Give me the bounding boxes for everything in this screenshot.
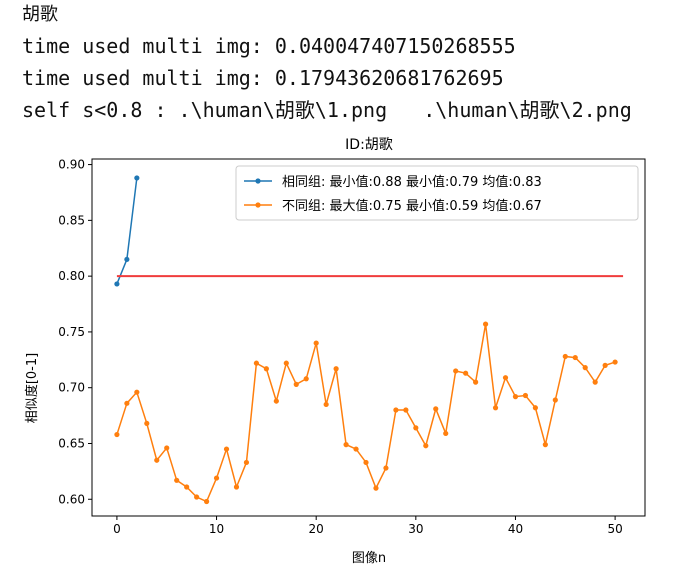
data-point [293, 381, 299, 387]
data-point [363, 459, 369, 466]
chart-title: ID:胡歌 [345, 137, 393, 153]
x-tick-label: 30 [408, 522, 423, 536]
data-point [134, 175, 140, 181]
data-point [203, 498, 210, 505]
y-tick-label: 0.65 [58, 436, 85, 450]
y-tick-label: 0.60 [58, 492, 85, 506]
data-point [542, 442, 548, 448]
data-point [333, 366, 339, 372]
data-point [114, 281, 120, 287]
console-line: self s<0.8 : .\human\胡歌\1.png .\human\胡歌… [22, 98, 632, 122]
data-point [562, 353, 568, 360]
data-point [223, 446, 230, 452]
data-point [373, 485, 379, 491]
similarity-chart: ID:胡歌 0 10 20 30 40 50 0.60 0.65 0.70 0.75 0.80 0.8… [24, 137, 646, 566]
data-point [124, 400, 130, 406]
data-point [303, 376, 309, 382]
data-point [283, 360, 289, 366]
x-tick-label: 50 [607, 522, 622, 536]
y-tick-label: 0.90 [58, 158, 85, 172]
y-tick-label: 0.70 [58, 381, 85, 395]
data-point [473, 379, 479, 385]
data-point [433, 406, 439, 412]
data-point [482, 321, 489, 327]
x-tick-label: 10 [209, 522, 224, 536]
data-point [552, 397, 558, 403]
y-tick-label: 0.75 [58, 325, 85, 339]
data-point [343, 442, 349, 448]
data-point [393, 407, 399, 413]
data-point [383, 465, 389, 471]
data-point [164, 445, 170, 451]
data-point [502, 375, 509, 381]
series-line [116, 177, 138, 285]
data-point [313, 340, 319, 346]
y-tick-label: 0.80 [58, 269, 85, 283]
legend-marker [255, 202, 261, 208]
plot-area: 0 10 20 30 40 50 0.60 0.65 0.70 0.75 0.80 0.85 0.90 相… [58, 158, 646, 536]
x-tick-label: 40 [508, 522, 523, 536]
legend-label: 相同组: 最小值:0.88 最小值:0.79 均值:0.83 [282, 174, 542, 190]
data-point [453, 368, 459, 374]
data-point [114, 431, 120, 438]
data-point [184, 484, 190, 490]
y-axis-label: 相似度[0-1] [24, 353, 40, 423]
x-tick-label: 20 [309, 522, 324, 536]
data-point [423, 443, 429, 449]
console-output: 胡歌 time used multi img: 0.04004740715026… [22, 0, 632, 126]
data-point [602, 362, 608, 368]
legend-label: 不同组: 最大值:0.75 最小值:0.59 均值:0.67 [282, 198, 542, 214]
data-point [403, 407, 409, 413]
series-line [116, 323, 616, 503]
data-point [174, 477, 180, 483]
data-point [612, 359, 618, 365]
data-point [144, 420, 150, 427]
data-point [463, 370, 469, 376]
data-point [572, 354, 578, 361]
console-line: 胡歌 [22, 4, 58, 25]
data-point [243, 459, 250, 466]
data-point [413, 425, 419, 431]
legend-marker [255, 178, 261, 184]
data-point [492, 405, 499, 411]
data-point [532, 405, 538, 411]
y-tick-label: 0.85 [58, 213, 85, 227]
data-point [443, 430, 449, 437]
data-point [522, 392, 529, 399]
data-point [124, 256, 130, 263]
legend-box [235, 165, 639, 221]
data-point [273, 398, 279, 404]
data-point [353, 446, 359, 452]
plot-frame [91, 158, 646, 517]
data-point [263, 366, 269, 372]
x-axis-label: 图像n [352, 551, 386, 566]
data-point [512, 394, 519, 400]
x-tick-label: 0 [113, 522, 121, 536]
data-point [323, 401, 329, 408]
console-line: time used multi img: 0.04004740715026855… [22, 34, 516, 58]
data-point [134, 389, 140, 395]
data-point [253, 360, 260, 366]
console-line: time used multi img: 0.17943620681762695 [22, 66, 504, 90]
data-point [213, 475, 220, 481]
data-point [592, 379, 598, 385]
data-point [154, 457, 160, 463]
data-point [233, 484, 240, 490]
data-point [582, 365, 588, 371]
data-point [194, 494, 200, 500]
